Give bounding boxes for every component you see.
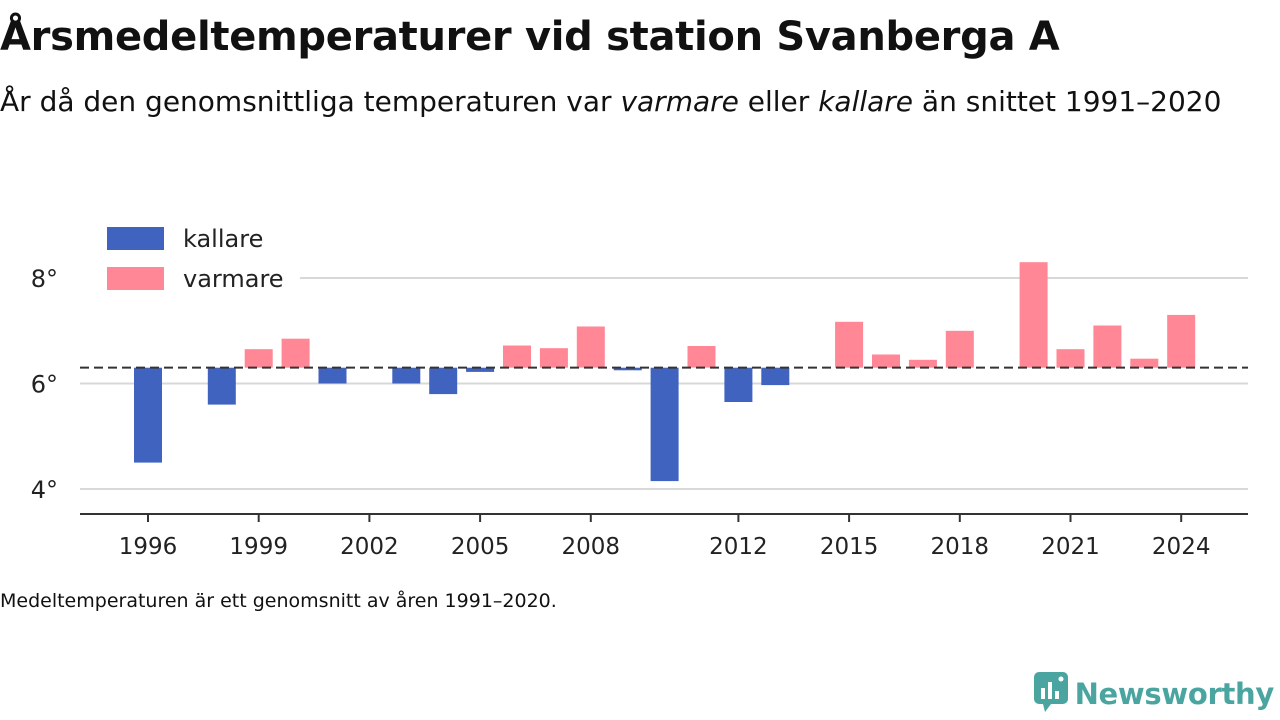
y-tick-label: 4°: [31, 476, 58, 504]
subtitle-cold-word: kallare: [818, 85, 914, 118]
bar-2008: [576, 326, 605, 368]
legend-label-kallare: kallare: [183, 225, 263, 253]
x-tick-label: 2021: [1041, 534, 1100, 560]
bar-2001: [318, 367, 347, 384]
y-tick-label: 8°: [31, 265, 58, 293]
x-axis: 1996 1999 2002 2005 2008 2012 2015 2018 2021 2024: [80, 513, 1248, 560]
bar-1998: [207, 367, 236, 405]
x-tick-label: 2024: [1152, 534, 1211, 560]
legend-swatch-varmare: [107, 267, 164, 290]
bar-2012: [724, 367, 753, 402]
bar-1996: [134, 367, 162, 463]
bar-2017: [908, 359, 937, 368]
legend-label-varmare: varmare: [183, 265, 284, 293]
subtitle-text-3: än snittet 1991–2020: [913, 85, 1222, 118]
x-tick-label: 2018: [931, 534, 990, 560]
newsworthy-logo-icon: [1033, 670, 1069, 718]
bar-2005: [466, 367, 495, 372]
x-tick-label: 2005: [451, 534, 510, 560]
bar-2022: [1093, 325, 1122, 368]
bar-2021: [1056, 349, 1085, 368]
bar-2020: [1019, 262, 1048, 368]
bar-2007: [539, 348, 568, 368]
bar-2016: [872, 354, 900, 368]
bar-2023: [1130, 358, 1159, 368]
bar-2006: [503, 345, 531, 368]
legend: kallare varmare: [107, 225, 284, 293]
bar-2010: [650, 367, 679, 482]
bar-2018: [945, 330, 974, 368]
x-tick-label: 2008: [562, 534, 621, 560]
bar-1999: [244, 349, 273, 368]
chart-subtitle: År då den genomsnittliga temperaturen va…: [0, 80, 1240, 123]
bar-2009: [613, 367, 642, 371]
x-tick-label: 2012: [709, 534, 768, 560]
bar-2024: [1167, 314, 1196, 368]
subtitle-warm-word: varmare: [620, 85, 739, 118]
brand-name: Newsworthy: [1074, 677, 1275, 711]
bars: [134, 262, 1196, 482]
chart-title: Årsmedeltemperaturer vid station Svanber…: [0, 14, 1060, 60]
bar-2000: [281, 338, 310, 368]
bar-2003: [392, 367, 421, 384]
x-tick-label: 1996: [119, 534, 178, 560]
subtitle-text-1: År då den genomsnittliga temperaturen va…: [0, 85, 621, 118]
x-tick-label: 2002: [340, 534, 399, 560]
x-tick-label: 2015: [820, 534, 879, 560]
bar-2013: [761, 367, 790, 386]
newsworthy-brand[interactable]: Newsworthy: [1033, 670, 1274, 718]
footnote: Medeltemperaturen är ett genomsnitt av å…: [0, 590, 557, 612]
bar-chart: 4° 6° 8° 1996 1999 2002 2005 2008 2012 2015 2018 2…: [31, 225, 1248, 560]
subtitle-text-2: eller: [738, 85, 819, 118]
legend-swatch-kallare: [107, 227, 164, 250]
bar-2004: [429, 367, 458, 395]
y-tick-label: 6°: [31, 371, 58, 399]
bar-2011: [687, 346, 716, 368]
bar-2015: [835, 321, 864, 368]
x-tick-label: 1999: [229, 534, 288, 560]
